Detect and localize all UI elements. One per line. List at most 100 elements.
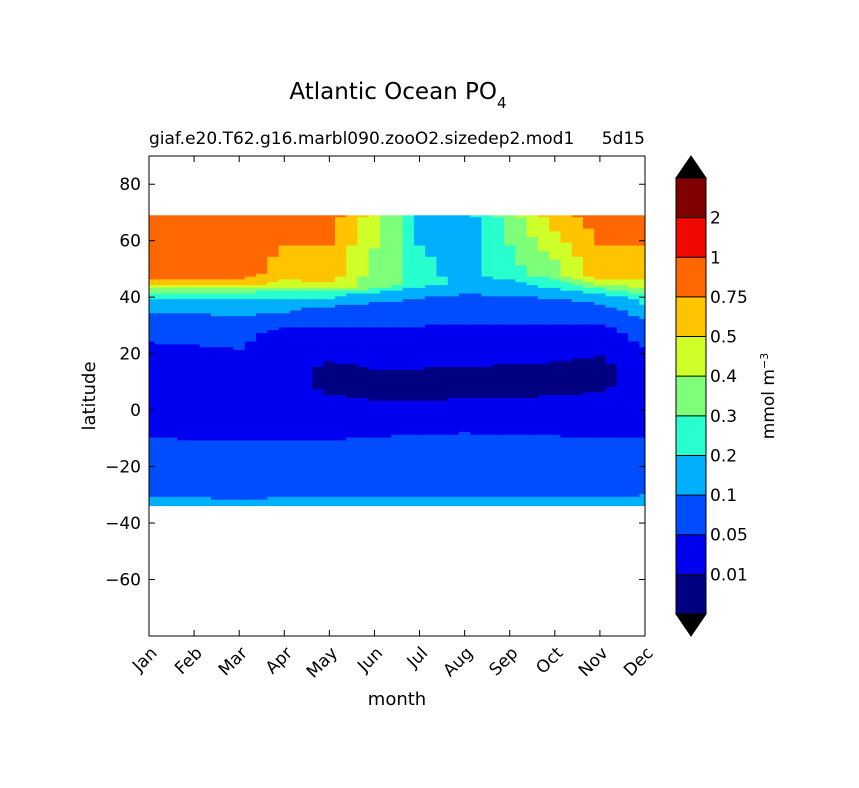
contour-cell [154,422,167,427]
contour-cell [278,270,291,274]
contour-cell [515,340,528,345]
contour-cell [628,332,640,336]
contour-cell [391,360,404,365]
contour-cell [380,445,392,449]
contour-cell [639,369,645,373]
contour-cell [504,496,516,500]
contour-cell [323,244,336,249]
contour-cell [211,445,223,449]
contour-cell [436,290,449,294]
contour-cell [312,490,325,495]
contour-cell [211,230,223,235]
contour-cell [222,298,235,303]
contour-cell [571,417,584,421]
contour-cell [481,439,494,444]
contour-cell [470,420,483,424]
contour-cell [605,383,618,387]
contour-cell [233,253,246,257]
contour-cell [605,244,618,249]
contour-cell [391,253,404,257]
contour-cell [380,493,392,497]
contour-cell [470,369,483,373]
contour-cell [481,377,494,382]
contour-cell [149,247,156,252]
contour-cell [402,456,415,461]
contour-cell [244,448,257,452]
contour-cell [459,273,471,277]
contour-cell [368,417,381,421]
contour-cell [515,236,528,240]
contour-cell [560,228,573,232]
contour-cell [165,309,178,314]
contour-cell [402,493,415,497]
contour-cell [278,414,291,418]
contour-cell [368,414,381,418]
contour-cell [222,425,235,430]
contour-cell [380,479,392,483]
contour-cell [256,414,268,418]
contour-cell [177,247,190,252]
contour-cell [323,259,336,263]
contour-cell [301,479,314,483]
contour-cell [312,501,325,506]
contour-cell [199,228,212,232]
contour-cell [335,321,347,325]
contour-cell [149,264,156,269]
contour-cell [492,411,505,415]
contour-cell [639,278,645,283]
contour-cell [594,228,607,232]
contour-cell [301,236,314,240]
contour-cell [526,408,539,413]
contour-cell [323,431,336,435]
contour-cell [413,298,426,303]
contour-cell [459,256,471,260]
contour-cell [639,366,645,370]
contour-cell [323,264,336,269]
contour-cell [481,250,494,255]
contour-cell [149,290,156,294]
contour-cell [571,222,584,226]
contour-cell [335,470,347,475]
contour-cell [357,436,370,441]
contour-cell [526,501,539,506]
contour-cell [402,374,415,379]
contour-cell [605,476,618,480]
contour-cell [278,295,291,300]
contour-cell [357,329,370,334]
contour-cell [639,484,645,489]
contour-cell [244,366,257,370]
contour-cell [149,278,156,283]
contour-cell [537,273,550,277]
contour-cell [278,298,291,303]
contour-cell [149,349,156,353]
contour-cell [149,256,156,260]
contour-cell [312,372,325,376]
contour-cell [165,425,178,430]
contour-cell [583,335,595,339]
contour-cell [560,267,573,271]
contour-cell [594,236,607,240]
contour-cell [289,465,302,469]
contour-cell [628,448,640,452]
contour-cell [177,414,190,418]
contour-cell [571,273,584,277]
contour-cell [605,377,618,382]
contour-cell [583,301,595,305]
contour-cell [267,499,280,503]
contour-cell [447,219,460,223]
contour-cell [312,264,325,269]
contour-cell [289,386,302,390]
contour-cell [616,391,629,396]
contour-cell [515,287,528,291]
contour-cell [537,236,550,240]
contour-cell [459,422,471,427]
contour-cell [278,366,291,370]
contour-cell [560,408,573,413]
contour-cell [481,360,494,365]
colorbar-tick-label: 2 [710,209,721,229]
contour-cell [594,403,607,407]
contour-cell [492,242,505,246]
contour-cell [335,388,347,393]
contour-cell [346,292,359,297]
contour-cell [391,405,404,410]
